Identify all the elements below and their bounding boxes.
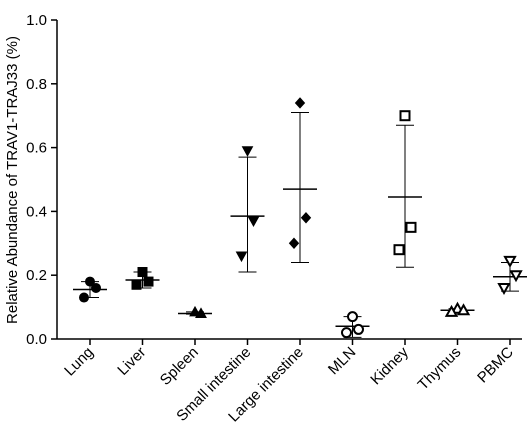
data-group bbox=[178, 305, 212, 318]
y-tick-label: 0.8 bbox=[26, 76, 47, 93]
data-point-triangle-up bbox=[189, 305, 201, 317]
y-axis-label: Relative Abundance of TRAV1-TRAJ33 (%) bbox=[4, 36, 21, 324]
axes bbox=[56, 20, 522, 340]
data-point-triangle-up bbox=[456, 303, 471, 316]
x-tick-label: Kidney bbox=[367, 343, 412, 388]
y-tick-label: 0.2 bbox=[26, 267, 47, 284]
x-tick-label: MLN bbox=[325, 344, 359, 378]
x-tick-label: PBMC bbox=[474, 344, 517, 387]
data-point-triangle-down bbox=[503, 255, 517, 268]
data-group bbox=[230, 146, 265, 273]
data-point-square bbox=[393, 244, 405, 256]
y-tick-label: 0.0 bbox=[26, 331, 47, 348]
data-point-circle bbox=[79, 292, 89, 303]
data-point-square bbox=[131, 279, 142, 290]
y-axis-ticks: 0.0 0.2 0.4 0.6 0.8 1.0 bbox=[26, 12, 57, 348]
x-tick-label: Spleen bbox=[157, 344, 202, 389]
data-point-circle bbox=[353, 323, 364, 335]
data-point-triangle-down bbox=[497, 282, 511, 296]
x-tick-label: Lung bbox=[61, 344, 97, 380]
data-point-square bbox=[399, 110, 411, 122]
data-point-triangle-down bbox=[509, 270, 523, 283]
data-point-square bbox=[405, 221, 417, 233]
x-tick-label: Liver bbox=[114, 344, 149, 379]
data-point-circle bbox=[85, 276, 95, 287]
data-group bbox=[73, 276, 107, 303]
data-point-diamond bbox=[294, 97, 306, 109]
data-point-circle bbox=[347, 311, 358, 323]
data-group bbox=[335, 311, 370, 339]
data-point-circle bbox=[341, 327, 352, 339]
y-tick-label: 0.6 bbox=[26, 140, 47, 157]
data-point-diamond bbox=[288, 237, 300, 250]
data-group bbox=[125, 267, 160, 290]
data-point-diamond bbox=[300, 212, 312, 224]
data-group bbox=[283, 97, 317, 263]
data-point-square bbox=[143, 276, 154, 287]
y-tick-label: 0.4 bbox=[26, 203, 47, 220]
data-groups bbox=[73, 97, 527, 339]
x-tick-label: Thymus bbox=[415, 344, 465, 394]
data-point-triangle-down bbox=[247, 216, 260, 227]
y-tick-label: 1.0 bbox=[26, 12, 47, 29]
data-point-triangle-up bbox=[195, 307, 207, 318]
data-group bbox=[388, 110, 422, 268]
data-point-circle bbox=[91, 282, 101, 293]
data-group bbox=[493, 255, 527, 296]
data-group bbox=[440, 301, 475, 317]
data-point-triangle-up bbox=[444, 304, 459, 317]
data-point-triangle-down bbox=[235, 251, 248, 263]
data-point-square bbox=[137, 267, 148, 278]
data-point-triangle-down bbox=[241, 146, 254, 157]
